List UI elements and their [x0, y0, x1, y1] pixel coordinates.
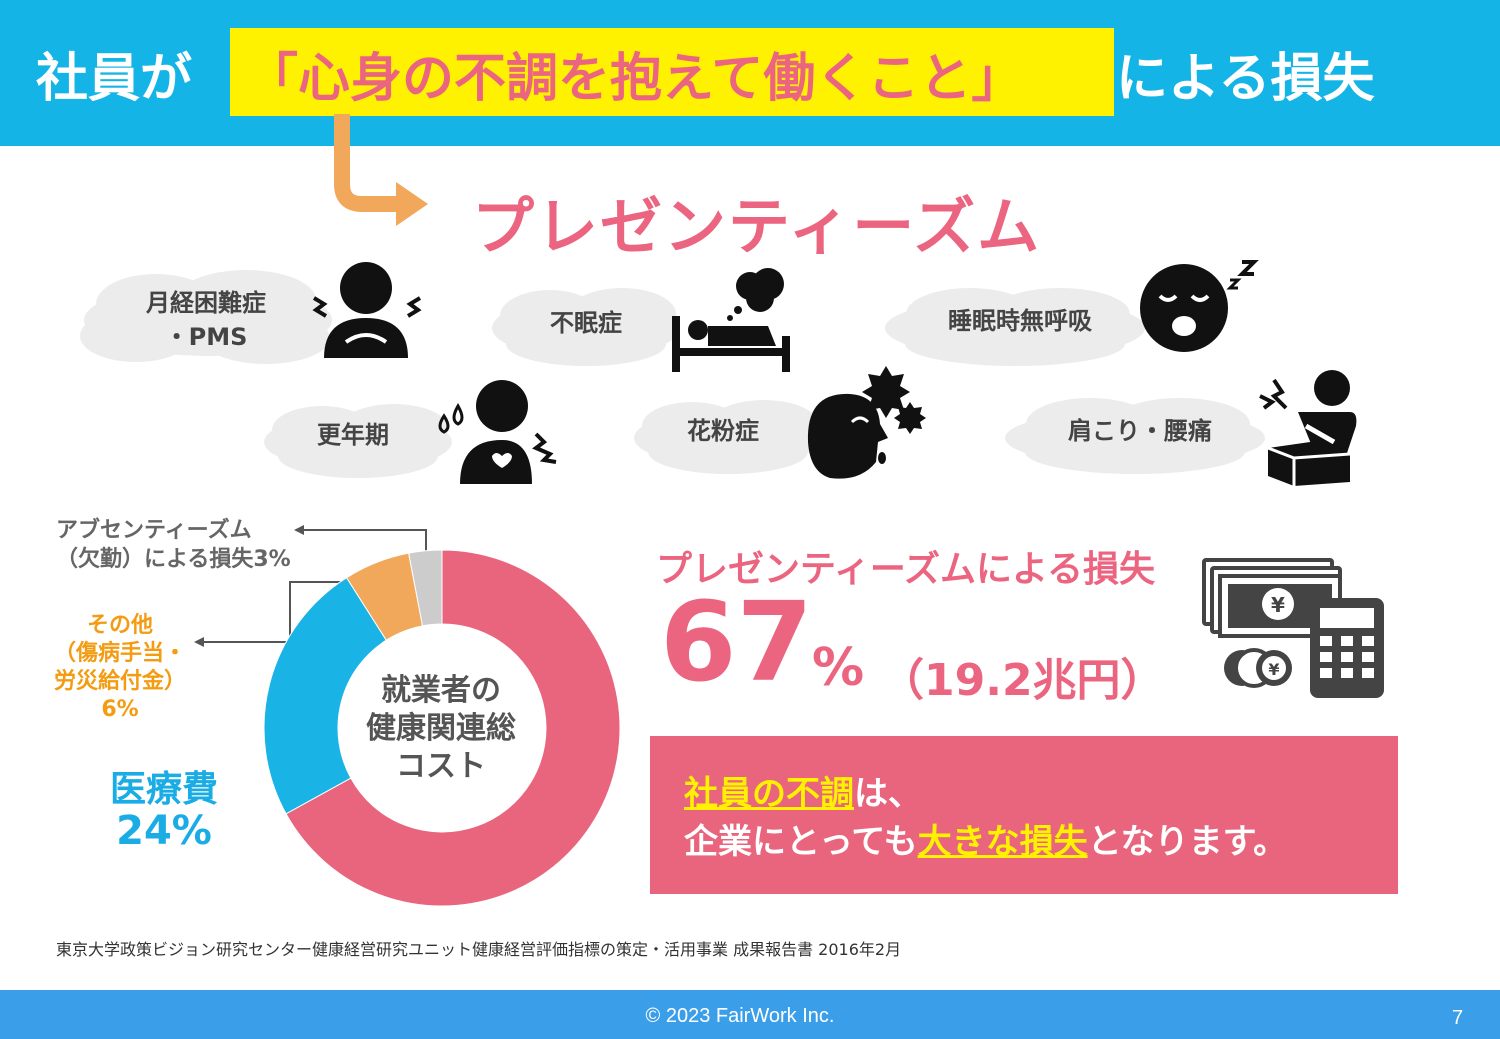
presenteeism-title: プレゼンティーズム — [472, 190, 1042, 263]
message-line1: 社員の不調は、 — [684, 766, 922, 815]
legend-medical-value: 24% — [116, 808, 212, 854]
legend-absenteeism-line1: アブセンティーズム — [56, 518, 252, 543]
donut-center-line3: コスト — [396, 749, 486, 784]
condition-label-apnea: 睡眠時無呼吸 — [948, 307, 1092, 335]
legend-other-line4: 6% — [101, 697, 139, 722]
cloud-menopause — [264, 404, 452, 478]
menstrual-pain-person-icon — [312, 262, 422, 358]
insomnia-bed-icon — [672, 268, 790, 372]
donut-slice-1 — [263, 577, 387, 815]
legend-other-line2: （傷病手当・ — [53, 641, 186, 666]
header-highlight-box — [230, 28, 1114, 116]
loss-percent: 67 — [660, 578, 814, 706]
svg-text:¥: ¥ — [1271, 593, 1285, 617]
legend-absenteeism: アブセンティーズム （欠勤）による損失3% — [56, 516, 291, 574]
legend-other-line3: 労災給付金） — [53, 669, 186, 694]
page-number: 7 — [1452, 1007, 1464, 1029]
header-suffix: による損失 — [1116, 49, 1375, 109]
condition-label-menstrual-line1: 月経困難症 — [146, 289, 266, 317]
legend-medical-label: 医療費 — [109, 769, 218, 810]
message-box — [650, 736, 1398, 894]
message-line2-pre: 企業にとっても — [684, 822, 918, 862]
legend-absenteeism-line2: （欠勤）による損失3% — [56, 547, 291, 572]
sleep-apnea-face-icon — [1140, 260, 1259, 352]
cloud-menstrual — [80, 270, 332, 364]
copyright-text: © 2023 FairWork Inc. — [645, 1005, 835, 1027]
condition-label-menstrual: 月経困難症 ・PMS — [96, 286, 316, 354]
message-line1-rest: は、 — [854, 774, 922, 814]
message-line2: 企業にとっても大きな損失となります。 — [684, 814, 1287, 863]
cloud-hayfever — [634, 400, 822, 474]
svg-text:¥: ¥ — [1268, 660, 1279, 679]
loss-percent-unit: % — [812, 638, 865, 698]
header-prefix: 社員が — [36, 49, 193, 109]
message-highlight-1: 社員の不調 — [684, 774, 854, 814]
message-highlight-2: 大きな損失 — [917, 822, 1088, 862]
cloud-insomnia — [492, 288, 680, 366]
donut-slice-3 — [408, 549, 443, 627]
donut-center-line2: 健康関連総 — [366, 711, 516, 746]
legend-other-line1: その他 — [86, 613, 153, 638]
footer-bar — [0, 990, 1500, 1039]
donut-center-line1: 就業者の — [381, 673, 501, 708]
condition-label-menstrual-line2: ・PMS — [164, 323, 248, 351]
cloud-backpain — [1005, 398, 1265, 474]
menopause-person-icon — [438, 380, 557, 484]
health-cost-donut-chart — [263, 549, 621, 907]
cloud-apnea — [885, 288, 1145, 366]
condition-label-backpain: 肩こり・腰痛 — [1068, 417, 1212, 445]
message-line2-post: となります。 — [1087, 822, 1288, 862]
money-calculator-icon: ¥ ¥ — [1202, 558, 1384, 698]
condition-label-insomnia: 不眠症 — [550, 309, 622, 337]
donut-center-label: 就業者の 健康関連総 コスト — [350, 672, 532, 786]
source-citation: 東京大学政策ビジョン研究センター健康経営研究ユニット健康経営評価指標の策定・活用… — [56, 940, 902, 959]
loss-amount: （19.2兆円） — [880, 655, 1165, 706]
legend-other: その他 （傷病手当・ 労災給付金） 6% — [50, 612, 190, 724]
orange-arrow-icon — [334, 114, 428, 226]
condition-label-hayfever: 花粉症 — [687, 417, 759, 445]
hay-fever-face-icon — [807, 366, 926, 479]
donut-slice-0 — [285, 549, 621, 907]
condition-label-menopause: 更年期 — [317, 421, 389, 449]
loss-title: プレゼンティーズムによる損失 — [656, 549, 1155, 590]
back-pain-person-icon — [1259, 370, 1357, 486]
header-highlight-text: 「心身の不調を抱えて働くこと」 — [246, 49, 1024, 109]
